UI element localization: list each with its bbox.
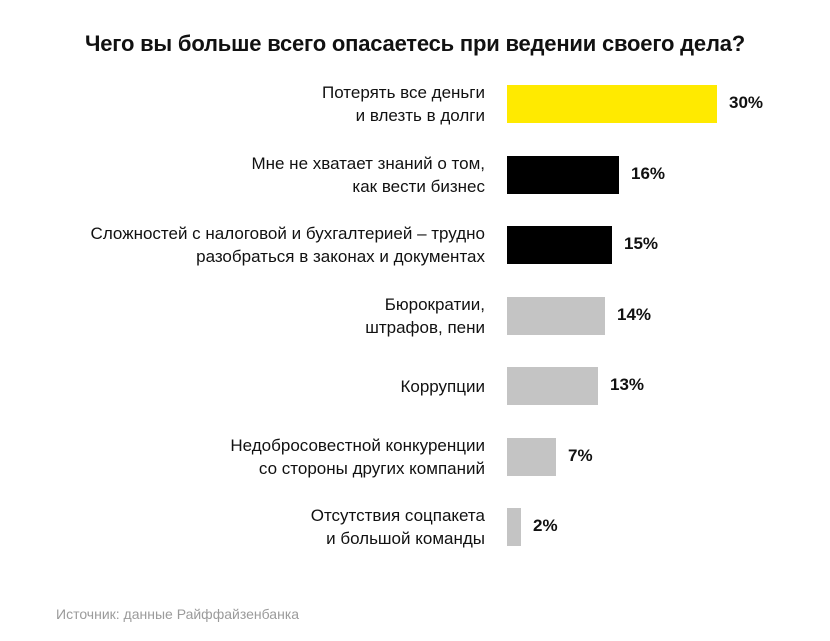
bar: [507, 155, 619, 194]
value-label: 14%: [617, 304, 652, 324]
bar: [507, 508, 521, 546]
category-label-line: Коррупции: [400, 376, 485, 396]
value-label: 13%: [610, 375, 645, 394]
category-label: Мне не хватает знаний о том, как вести би…: [15, 152, 485, 198]
bar: [507, 296, 605, 335]
bar: [507, 226, 612, 264]
category-label: Сложностей с налоговой и бухгалтерией – …: [15, 222, 485, 268]
bar: [507, 437, 556, 476]
category-label-line: Потерять все деньги: [321, 83, 485, 102]
category-label-line: штрафов, пени: [365, 317, 485, 337]
value-label: 16%: [631, 163, 666, 183]
value-label: 7%: [568, 445, 593, 465]
category-label-line: как вести бизнес: [352, 176, 485, 196]
category-label-line: Отсутствия соцпакета: [310, 506, 485, 525]
category-label-line: Бюрократии,: [384, 294, 485, 314]
category-label-line: Сложностей с налоговой и бухгалтерией – …: [90, 224, 485, 243]
category-label-line: Мне не хватает знаний о том,: [251, 153, 485, 173]
category-label: Недобросовестной конкуренции со стороны д…: [15, 434, 485, 480]
bar: [507, 85, 717, 123]
value-label: 15%: [624, 234, 659, 253]
value-label: 2%: [533, 516, 558, 535]
category-label: Коррупции: [15, 375, 485, 398]
category-label: Бюрократии, штрафов, пени: [15, 293, 485, 339]
category-label-line: и влезть в долги: [355, 106, 485, 125]
source-note: Источник: данные Райффайзенбанка: [56, 606, 300, 622]
category-label-line: Недобросовестной конкуренции: [230, 435, 485, 455]
chart-title: Чего вы больше всего опасаетесь при веде…: [84, 31, 745, 56]
category-label: Отсутствия соцпакета и большой команды: [15, 504, 485, 550]
bar: [507, 367, 598, 405]
category-label-line: и большой команды: [326, 529, 485, 548]
category-label-line: разобраться в законах и документах: [196, 247, 485, 266]
category-label-line: со стороны других компаний: [258, 458, 485, 478]
category-label: Потерять все деньги и влезть в долги: [15, 81, 485, 127]
value-label: 30%: [729, 93, 764, 112]
